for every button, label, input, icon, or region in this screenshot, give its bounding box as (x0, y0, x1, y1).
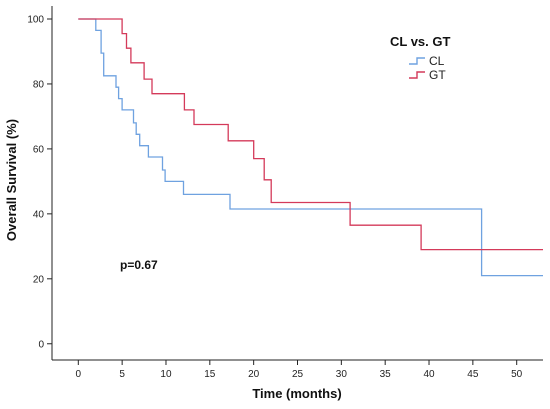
x-axis-title: Time (months) (252, 386, 341, 401)
x-tick-label: 20 (248, 369, 260, 380)
series-line-cl (78, 18, 543, 277)
y-tick-label: 80 (33, 79, 45, 90)
y-tick-label: 40 (33, 209, 45, 220)
axes (51, 6, 543, 361)
x-ticks: 0 5 10 15 20 25 30 35 40 45 50 (76, 360, 523, 380)
x-tick-label: 50 (511, 369, 523, 380)
x-tick-label: 40 (423, 369, 435, 380)
legend-title: CL vs. GT (390, 34, 451, 49)
legend-swatch-cl (409, 57, 425, 65)
x-tick-label: 5 (119, 369, 125, 380)
x-tick-label: 45 (467, 369, 479, 380)
y-tick-label: 20 (33, 274, 45, 285)
y-ticks: 0 20 40 60 80 100 (27, 14, 52, 350)
x-tick-label: 15 (204, 369, 216, 380)
y-tick-label: 60 (33, 144, 45, 155)
series-layer (78, 18, 543, 277)
p-value-annotation: p=0.67 (120, 258, 158, 272)
x-tick-label: 35 (380, 369, 392, 380)
x-tick-label: 10 (160, 369, 172, 380)
y-tick-label: 0 (38, 339, 44, 350)
x-tick-label: 0 (76, 369, 82, 380)
legend-swatch-gt (409, 71, 425, 79)
y-axis-title: Overall Survival (%) (4, 119, 19, 241)
x-tick-label: 25 (292, 369, 304, 380)
x-tick-label: 30 (336, 369, 348, 380)
legend-label-cl: CL (429, 54, 445, 68)
y-tick-label: 100 (27, 14, 44, 25)
legend-label-gt: GT (429, 68, 446, 82)
series-line-gt (78, 18, 543, 251)
